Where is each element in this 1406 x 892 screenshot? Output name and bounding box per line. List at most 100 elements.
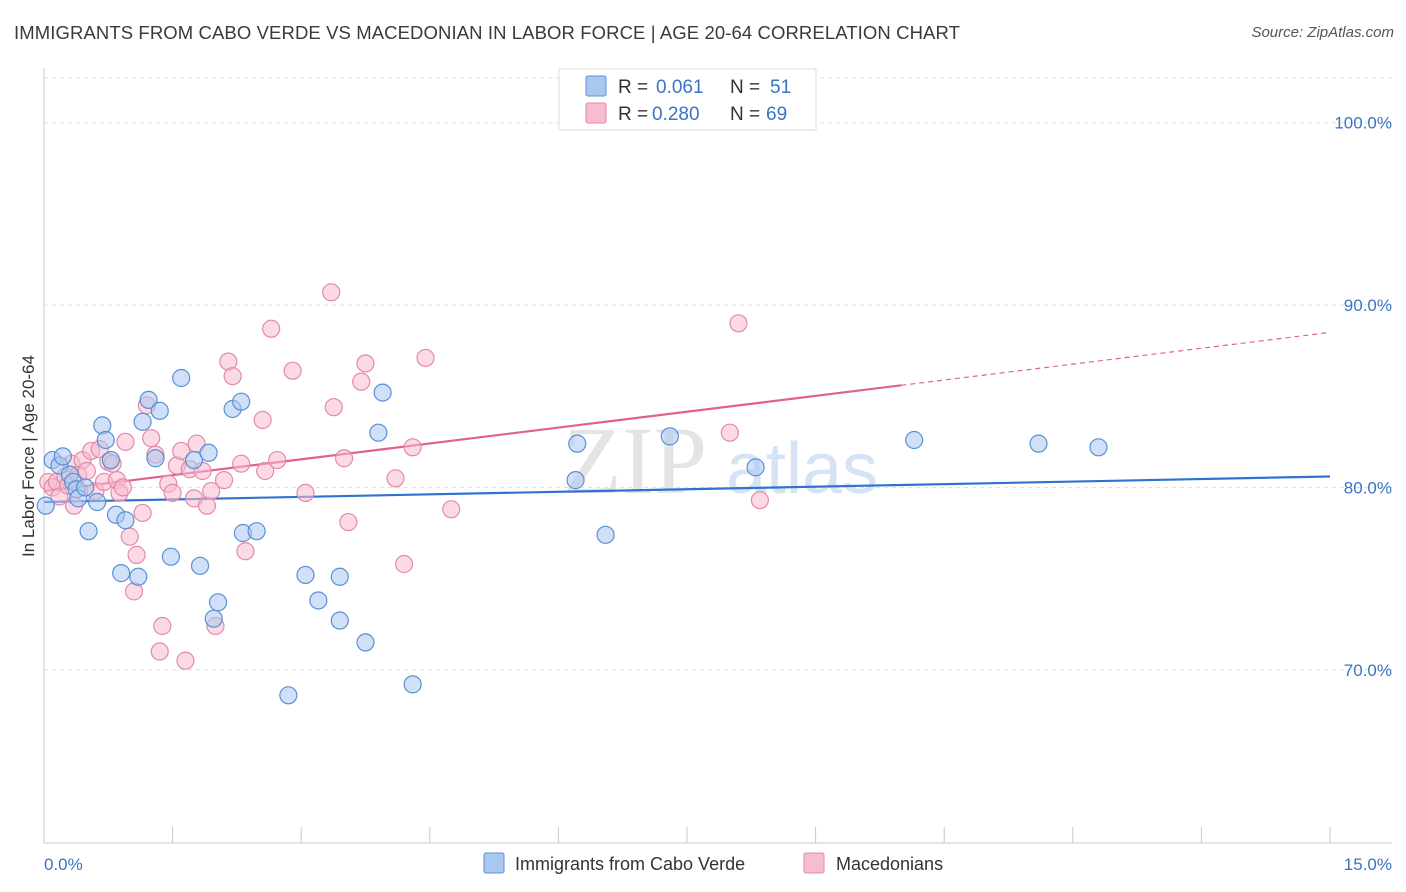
cabo-verde-point	[184, 450, 204, 470]
cabo-verde-point	[568, 434, 587, 453]
watermark-zip: ZIP	[563, 407, 707, 514]
macedonian-point	[127, 545, 146, 564]
y-tick-labels: 100.0% 90.0% 80.0% 70.0%	[1334, 114, 1392, 680]
legend-n-value-2: 69	[766, 104, 787, 125]
macedonian-point	[120, 527, 139, 546]
macedonian-point	[268, 450, 287, 470]
macedonian-point	[253, 410, 272, 430]
macedonian-point	[113, 478, 132, 497]
cabo-verde-point	[247, 522, 266, 541]
macedonian-point	[356, 354, 375, 373]
macedonian-point	[296, 483, 315, 502]
series-legend-label-pink: Macedonians	[836, 854, 943, 874]
chart-source: Source: ZipAtlas.com	[1251, 24, 1394, 41]
legend-n-label-1: N =	[730, 77, 760, 98]
cabo-verde-point	[330, 567, 349, 586]
macedonian-point	[394, 554, 414, 574]
macedonian-point	[176, 651, 195, 670]
x-tick-label-max: 15.0%	[1344, 855, 1392, 874]
cabo-verde-point	[208, 593, 228, 612]
cabo-verde-point	[116, 511, 135, 530]
cabo-verde-point	[1089, 438, 1108, 457]
macedonian-point	[262, 319, 281, 338]
cabo-verde-point	[199, 443, 218, 462]
legend-n-label-2: N =	[730, 104, 760, 125]
macedonian-point	[334, 449, 354, 468]
macedonian-point	[172, 441, 191, 461]
series-legend-label-blue: Immigrants from Cabo Verde	[515, 854, 745, 874]
cabo-verde-point	[76, 478, 95, 497]
cabo-verde-point	[150, 401, 169, 420]
macedonian-point	[283, 361, 302, 380]
series-legend: Immigrants from Cabo Verde Macedonians	[483, 852, 943, 874]
macedonian-point	[116, 432, 135, 451]
macedonian-point	[214, 471, 234, 490]
cabo-verde-point	[101, 450, 120, 470]
cabo-verde-point	[36, 496, 55, 515]
macedonian-point	[163, 483, 182, 502]
cabo-verde-point	[133, 412, 152, 431]
data-points	[36, 283, 1108, 705]
cabo-verde-point	[232, 392, 251, 411]
cabo-verde-point	[403, 675, 422, 694]
cabo-verde-point	[279, 686, 298, 705]
cabo-verde-point	[53, 447, 72, 466]
macedonian-point	[150, 642, 169, 661]
chart-title: IMMIGRANTS FROM CABO VERDE VS MACEDONIAN…	[14, 22, 960, 43]
cabo-verde-point	[161, 547, 180, 566]
macedonian-point	[202, 481, 221, 501]
macedonian-point	[232, 454, 251, 473]
macedonian-point	[133, 503, 152, 523]
legend-swatch-pink	[585, 102, 607, 124]
cabo-verde-point	[204, 609, 223, 628]
cabo-verde-point	[596, 525, 615, 544]
cabo-verde-point	[172, 368, 191, 388]
y-tick-label: 80.0%	[1344, 478, 1392, 497]
legend-r-label-2: R =	[618, 104, 648, 125]
cabo-verde-point	[660, 427, 679, 446]
cabo-verde-point	[309, 591, 328, 610]
macedonian-point	[352, 372, 371, 391]
grid-lines	[44, 77, 1392, 671]
x-tick-labels: 0.0% 15.0%	[44, 855, 1392, 874]
macedonian-point	[322, 283, 341, 302]
y-axis-title: In Labor Force | Age 20-64	[19, 355, 38, 557]
macedonian-point	[236, 542, 255, 561]
macedonian-point	[324, 398, 343, 417]
y-tick-label: 100.0%	[1334, 114, 1392, 133]
trend-line-macedonians-extrapolated	[901, 331, 1331, 386]
macedonian-point	[750, 491, 769, 510]
legend-r-value-2: 0.280	[652, 104, 700, 125]
legend-swatch-blue	[585, 75, 607, 97]
watermark: ZIP atlas	[563, 407, 878, 514]
macedonian-point	[339, 512, 358, 532]
trend-line-cabo-verde	[43, 475, 1331, 504]
legend-r-value-1: 0.061	[656, 77, 704, 98]
cabo-verde-point	[88, 492, 107, 512]
cabo-verde-point	[746, 458, 765, 477]
cabo-verde-point	[566, 471, 585, 490]
macedonian-point	[720, 423, 739, 442]
macedonian-point	[416, 348, 435, 368]
macedonian-point	[729, 314, 748, 333]
cabo-verde-point	[129, 567, 148, 586]
macedonian-point	[142, 429, 161, 448]
cabo-verde-point	[139, 390, 158, 409]
cabo-verde-point	[190, 556, 210, 575]
cabo-verde-point	[1029, 434, 1048, 453]
macedonian-point	[153, 616, 172, 636]
macedonian-point	[77, 461, 96, 481]
y-tick-label: 70.0%	[1344, 661, 1392, 680]
y-axis-label: In Labor Force | Age 20-64	[19, 355, 38, 557]
cabo-verde-point	[112, 564, 131, 583]
x-tick-label-min: 0.0%	[44, 855, 83, 874]
y-tick-label: 90.0%	[1344, 296, 1392, 315]
legend-r-label-1: R =	[618, 77, 648, 98]
cabo-verde-point	[79, 522, 98, 541]
series-legend-swatch-blue	[483, 852, 505, 874]
cabo-verde-point	[330, 611, 349, 630]
macedonian-point	[223, 367, 242, 386]
series-legend-swatch-pink	[803, 852, 825, 874]
stats-legend: R = 0.061 N = 51 R = 0.280 N = 69	[558, 68, 817, 131]
